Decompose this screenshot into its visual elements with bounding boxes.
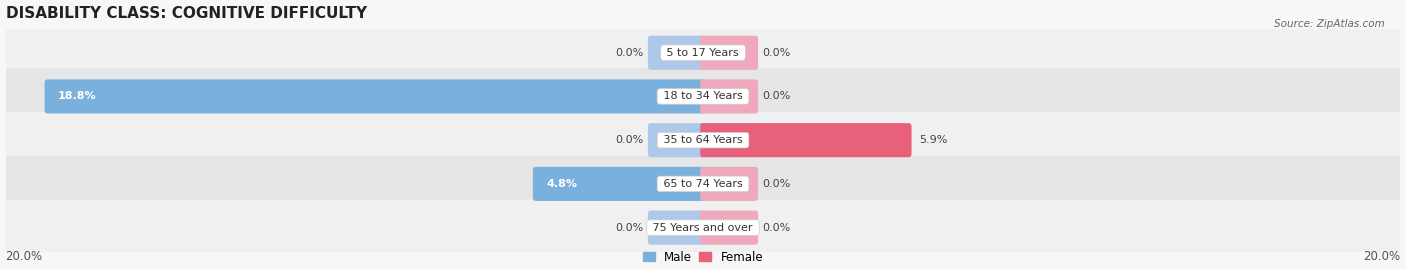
Text: 18.8%: 18.8% bbox=[58, 91, 97, 101]
Text: 0.0%: 0.0% bbox=[616, 223, 644, 233]
Text: 0.0%: 0.0% bbox=[762, 48, 790, 58]
Text: 5.9%: 5.9% bbox=[920, 135, 948, 145]
Text: 18 to 34 Years: 18 to 34 Years bbox=[659, 91, 747, 101]
Text: 0.0%: 0.0% bbox=[762, 223, 790, 233]
FancyBboxPatch shape bbox=[700, 167, 758, 201]
FancyBboxPatch shape bbox=[648, 123, 706, 157]
FancyBboxPatch shape bbox=[533, 167, 706, 201]
Text: 0.0%: 0.0% bbox=[616, 48, 644, 58]
FancyBboxPatch shape bbox=[648, 36, 706, 70]
FancyBboxPatch shape bbox=[3, 112, 1403, 168]
FancyBboxPatch shape bbox=[45, 79, 706, 114]
Text: 0.0%: 0.0% bbox=[762, 179, 790, 189]
Text: Source: ZipAtlas.com: Source: ZipAtlas.com bbox=[1274, 19, 1385, 29]
FancyBboxPatch shape bbox=[700, 211, 758, 245]
FancyBboxPatch shape bbox=[700, 36, 758, 70]
Text: 5 to 17 Years: 5 to 17 Years bbox=[664, 48, 742, 58]
Text: 0.0%: 0.0% bbox=[762, 91, 790, 101]
Text: 75 Years and over: 75 Years and over bbox=[650, 223, 756, 233]
Legend: Male, Female: Male, Female bbox=[643, 251, 763, 264]
FancyBboxPatch shape bbox=[700, 123, 911, 157]
Text: DISABILITY CLASS: COGNITIVE DIFFICULTY: DISABILITY CLASS: COGNITIVE DIFFICULTY bbox=[6, 6, 367, 20]
Text: 0.0%: 0.0% bbox=[616, 135, 644, 145]
FancyBboxPatch shape bbox=[648, 211, 706, 245]
FancyBboxPatch shape bbox=[3, 25, 1403, 81]
FancyBboxPatch shape bbox=[3, 68, 1403, 125]
Text: 20.0%: 20.0% bbox=[1364, 250, 1400, 263]
Text: 4.8%: 4.8% bbox=[546, 179, 576, 189]
FancyBboxPatch shape bbox=[3, 200, 1403, 256]
Text: 65 to 74 Years: 65 to 74 Years bbox=[659, 179, 747, 189]
Text: 20.0%: 20.0% bbox=[6, 250, 42, 263]
FancyBboxPatch shape bbox=[700, 79, 758, 114]
FancyBboxPatch shape bbox=[3, 156, 1403, 212]
Text: 35 to 64 Years: 35 to 64 Years bbox=[659, 135, 747, 145]
